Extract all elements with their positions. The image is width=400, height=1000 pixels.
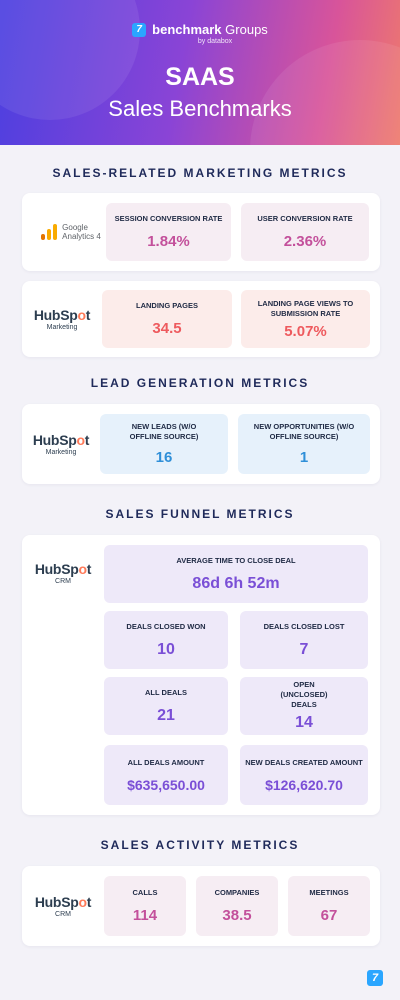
hubspot-marketing-card: HubSpot Marketing LANDING PAGES 34.5 LAN…: [22, 281, 380, 357]
hubspot-icon: HubSpot: [33, 307, 91, 323]
metric-open-unclosed-deals: OPEN (UNCLOSED) DEALS 14: [240, 677, 368, 735]
hubspot-crm-logo: HubSpot CRM: [34, 894, 92, 918]
hubspot-marketing-logo: HubSpot Marketing: [32, 432, 90, 456]
google-analytics-icon: [41, 224, 58, 240]
metric-companies: COMPANIES 38.5: [196, 876, 278, 936]
page-title: SAAS: [165, 63, 235, 91]
header-banner: 7 benchmark Groups by databox SAAS Sales…: [0, 0, 400, 145]
brand-logo: 7 benchmark Groups: [0, 22, 400, 37]
google-analytics-logo: Google Analytics 4: [30, 193, 112, 271]
hubspot-icon: HubSpot: [34, 894, 92, 910]
section-title-leads: LEAD GENERATION METRICS: [90, 376, 310, 390]
metric-landing-pages: LANDING PAGES 34.5: [102, 290, 232, 348]
hubspot-crm-funnel-card: HubSpot CRM AVERAGE TIME TO CLOSE DEAL 8…: [22, 535, 380, 815]
hubspot-crm-logo: HubSpot CRM: [34, 561, 92, 585]
section-title-activity: SALES ACTIVITY METRICS: [100, 838, 300, 852]
hubspot-leads-card: HubSpot Marketing NEW LEADS (W/O OFFLINE…: [22, 404, 380, 484]
metric-deals-closed-lost: DEALS CLOSED LOST 7: [240, 611, 368, 669]
metric-deals-closed-won: DEALS CLOSED WON 10: [104, 611, 228, 669]
page-subtitle: Sales Benchmarks: [108, 96, 292, 121]
metric-all-deals-amount: ALL DEALS AMOUNT $635,650.00: [104, 745, 228, 805]
brand-name: benchmark Groups: [152, 22, 268, 37]
metric-meetings: MEETINGS 67: [288, 876, 370, 936]
metric-new-deals-created-amount: NEW DEALS CREATED AMOUNT $126,620.70: [240, 745, 368, 805]
metric-average-time-to-close-deal: AVERAGE TIME TO CLOSE DEAL 86d 6h 52m: [104, 545, 368, 603]
hubspot-marketing-logo: HubSpot Marketing: [33, 307, 91, 331]
metric-session-conversion-rate: SESSION CONVERSION RATE 1.84%: [106, 203, 231, 261]
databox-icon: 7: [367, 970, 383, 986]
section-title-marketing: SALES-RELATED MARKETING METRICS: [52, 166, 348, 180]
metric-new-opportunities: NEW OPPORTUNITIES (W/O OFFLINE SOURCE) 1: [238, 414, 370, 474]
metric-all-deals: ALL DEALS 21: [104, 677, 228, 735]
databox-icon: 7: [132, 22, 147, 37]
section-title-funnel: SALES FUNNEL METRICS: [105, 507, 295, 521]
hubspot-crm-activity-card: HubSpot CRM CALLS 114 COMPANIES 38.5 MEE…: [22, 866, 380, 946]
metric-landing-page-views-to-submission-rate: LANDING PAGE VIEWS TO SUBMISSION RATE 5.…: [241, 290, 370, 348]
hubspot-icon: HubSpot: [32, 432, 90, 448]
metric-new-leads: NEW LEADS (W/O OFFLINE SOURCE) 16: [100, 414, 228, 474]
ga-card: Google Analytics 4 SESSION CONVERSION RAT…: [22, 193, 380, 271]
metric-user-conversion-rate: USER CONVERSION RATE 2.36%: [241, 203, 369, 261]
hubspot-icon: HubSpot: [34, 561, 92, 577]
decor-circle: [250, 40, 400, 145]
metric-calls: CALLS 114: [104, 876, 186, 936]
brand-sub: by databox: [197, 38, 233, 45]
